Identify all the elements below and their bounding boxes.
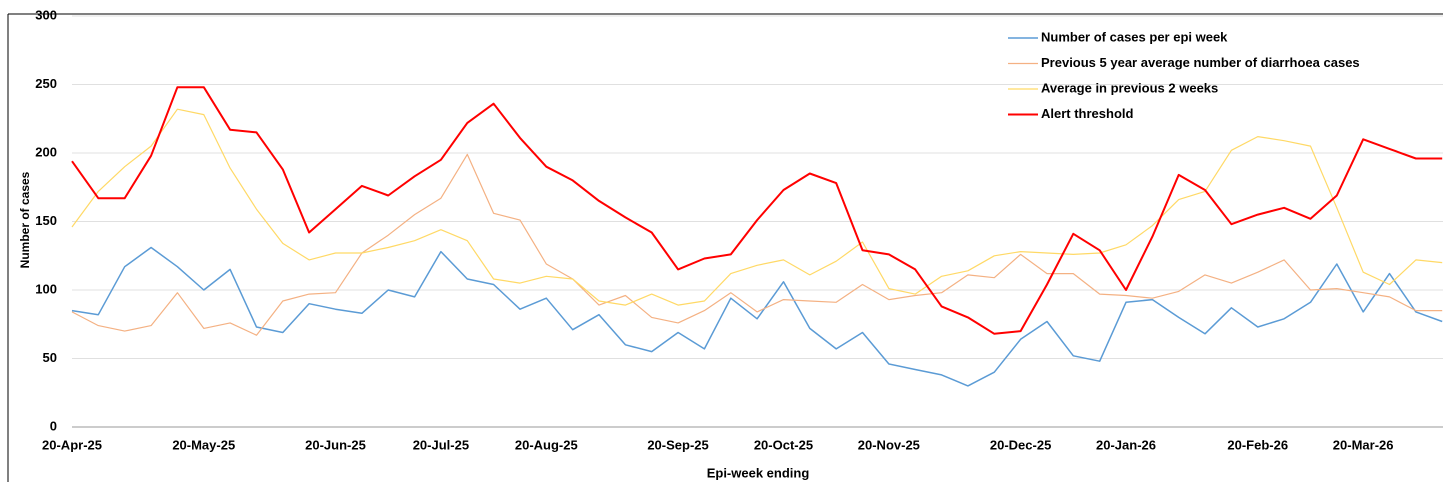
x-tick-label: 20-Dec-25	[990, 437, 1051, 452]
series-line	[71, 86, 1443, 335]
x-tick-label: 20-Mar-26	[1333, 437, 1394, 452]
y-axis-label: Number of cases	[18, 171, 32, 268]
series-line	[71, 246, 1443, 387]
x-tick-label: 20-Jul-25	[413, 437, 469, 452]
legend-label: Number of cases per epi week	[1041, 29, 1228, 44]
x-tick-label: 20-Apr-25	[42, 437, 102, 452]
x-tick-label: 20-Feb-26	[1227, 437, 1288, 452]
legend-label: Alert threshold	[1041, 106, 1134, 121]
y-tick-label: 250	[35, 76, 57, 91]
y-tick-label: 50	[43, 350, 57, 365]
x-tick-label: 20-Jan-26	[1096, 437, 1156, 452]
x-tick-label: 20-Nov-25	[858, 437, 920, 452]
y-tick-label: 200	[35, 144, 57, 159]
x-tick-label: 20-May-25	[172, 437, 235, 452]
legend-label: Previous 5 year average number of diarrh…	[1041, 55, 1360, 70]
x-tick-label: 20-Oct-25	[754, 437, 813, 452]
y-tick-label: 300	[35, 7, 57, 22]
x-axis-label: Epi-week ending	[707, 465, 810, 480]
y-tick-label: 100	[35, 281, 57, 296]
series-line	[71, 108, 1443, 306]
x-tick-label: 20-Jun-25	[305, 437, 366, 452]
legend-label: Average in previous 2 weeks	[1041, 80, 1218, 95]
x-tick-label: 20-Sep-25	[647, 437, 708, 452]
series-line	[71, 153, 1443, 336]
y-tick-label: 150	[35, 213, 57, 228]
x-tick-label: 20-Aug-25	[515, 437, 578, 452]
y-tick-label: 0	[50, 418, 57, 433]
